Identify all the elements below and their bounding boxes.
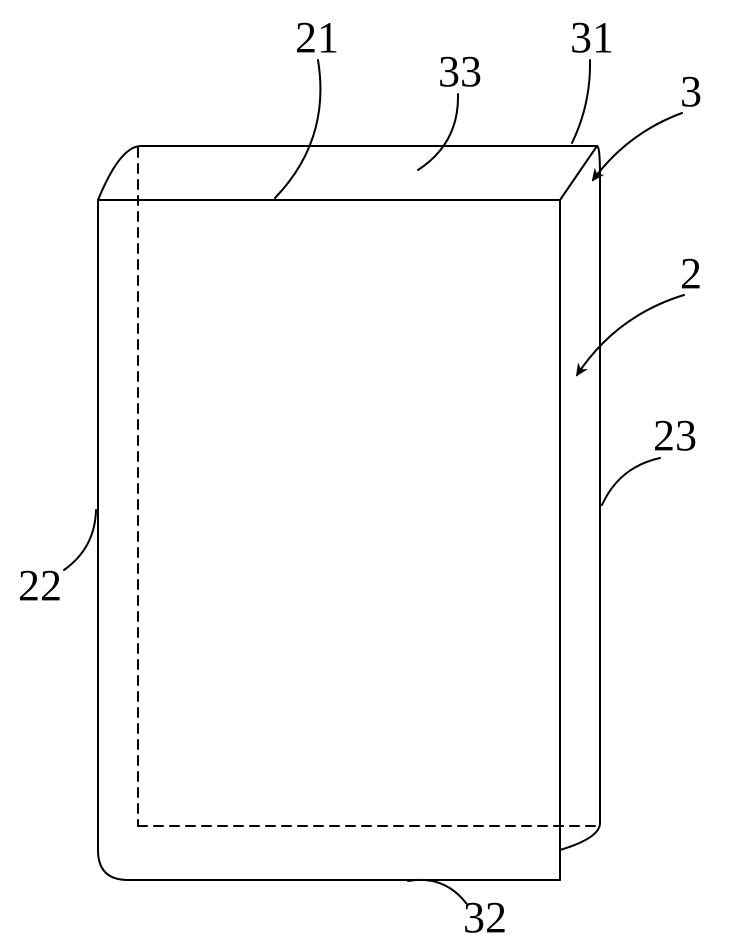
callout-label-23: 23 bbox=[653, 410, 697, 461]
callout-label-32: 32 bbox=[463, 892, 507, 943]
callout-label-22: 22 bbox=[18, 560, 62, 611]
callout-label-21: 21 bbox=[295, 12, 339, 63]
callout-label-2: 2 bbox=[680, 248, 702, 299]
callout-label-33: 33 bbox=[438, 46, 482, 97]
callout-label-31: 31 bbox=[570, 12, 614, 63]
callout-label-3: 3 bbox=[680, 66, 702, 117]
diagram-canvas bbox=[0, 0, 755, 947]
